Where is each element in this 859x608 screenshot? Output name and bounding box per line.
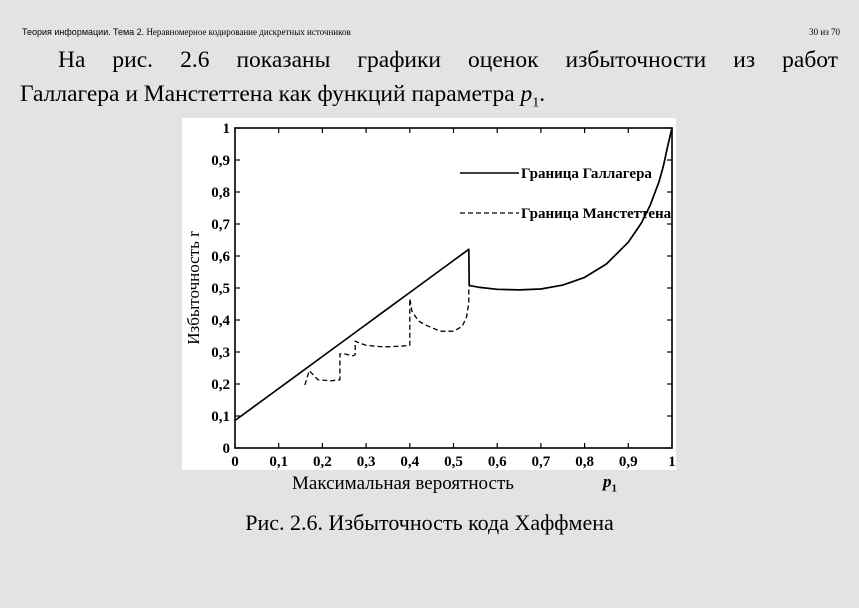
- figure-panel: 0 0,1 0,2 0,3 0,4 0,5 0,6 0,7 0,8 0,9 1 0 0,1 0,2 0,3 0…: [182, 118, 676, 470]
- y-tick-label: 0,5: [211, 281, 230, 297]
- y-tick-label: 0,4: [211, 313, 230, 329]
- y-tick-label: 0,7: [211, 217, 230, 233]
- paragraph-line-2-text: Галлагера и Манстеттена как функций пара…: [20, 81, 521, 107]
- x-axis-label: Максимальная вероятность: [292, 473, 514, 494]
- parameter-subscript: 1: [532, 95, 540, 111]
- parameter-letter: p: [520, 81, 533, 107]
- series-manstetten-line: [304, 285, 471, 386]
- y-tick-label: 0,1: [211, 409, 230, 425]
- x-axis-variable-subscript: 1: [611, 482, 618, 495]
- x-tick-label: 0,7: [532, 454, 551, 470]
- header-topic: Тема 2.: [112, 27, 145, 37]
- paragraph-line-2-end: .: [539, 81, 546, 107]
- y-tick-label: 0,9: [211, 153, 230, 169]
- y-tick-label: 1: [223, 121, 231, 137]
- y-tick-label: 0,3: [211, 345, 230, 361]
- legend-label-gallager: Граница Галлагера: [521, 166, 652, 182]
- redundancy-chart: 0 0,1 0,2 0,3 0,4 0,5 0,6 0,7 0,8 0,9 1 0 0,1 0,2 0,3 0…: [184, 121, 676, 470]
- body-paragraph: На рис. 2.6 показаны графики оценок избы…: [20, 43, 838, 121]
- y-tick-label: 0,6: [211, 249, 230, 265]
- y-axis-label: Избыточность r: [184, 231, 203, 345]
- x-tick-label: 0,4: [400, 454, 419, 470]
- x-tick-label: 1: [668, 454, 676, 470]
- page-header: Теория информации. Тема 2. Неравномерное…: [22, 27, 840, 41]
- x-axis-variable: p1: [603, 472, 617, 494]
- parameter-symbol: p1: [520, 81, 540, 111]
- y-tick-label: 0,2: [211, 377, 230, 393]
- header-course: Теория информации.: [22, 27, 111, 37]
- x-tick-label: 0,8: [575, 454, 594, 470]
- x-tick-label: 0,5: [444, 454, 463, 470]
- x-tick-label: 0,6: [488, 454, 507, 470]
- y-tick-label: 0: [223, 441, 231, 457]
- figure-caption: Рис. 2.6. Избыточность кода Хаффмена: [245, 510, 614, 535]
- paragraph-line-1: На рис. 2.6 показаны графики оценок избы…: [58, 47, 838, 73]
- x-tick-label: 0,1: [269, 454, 288, 470]
- x-tick-label: 0,3: [357, 454, 376, 470]
- x-axis-variable-letter: p: [603, 472, 612, 491]
- x-tick-label: 0,9: [619, 454, 638, 470]
- legend-label-manstetten: Граница Манстеттена: [521, 206, 672, 222]
- header-left: Теория информации. Тема 2. Неравномерное…: [22, 27, 351, 37]
- x-tick-label: 0: [231, 454, 239, 470]
- series-gallager-line: [234, 127, 673, 422]
- paragraph-line-2: Галлагера и Манстеттена как функций пара…: [20, 77, 838, 121]
- header-subtitle: Неравномерное кодирование дискретных ист…: [146, 27, 351, 37]
- x-tick-label: 0,2: [313, 454, 332, 470]
- page-number: 30 из 70: [809, 27, 840, 37]
- y-tick-label: 0,8: [211, 185, 230, 201]
